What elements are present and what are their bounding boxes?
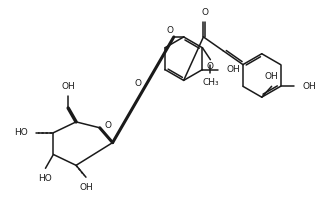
- Text: O: O: [105, 121, 112, 130]
- Text: OH: OH: [302, 82, 316, 91]
- Text: O: O: [166, 26, 173, 35]
- Text: O: O: [207, 62, 214, 71]
- Text: O: O: [134, 79, 141, 88]
- Text: CH₃: CH₃: [202, 78, 219, 87]
- Text: OH: OH: [226, 65, 240, 74]
- Text: HO: HO: [14, 128, 28, 137]
- Text: HO: HO: [39, 174, 52, 183]
- Text: O: O: [202, 8, 209, 17]
- Text: OH: OH: [61, 82, 75, 91]
- Text: OH: OH: [79, 183, 93, 192]
- Text: OH: OH: [265, 72, 279, 81]
